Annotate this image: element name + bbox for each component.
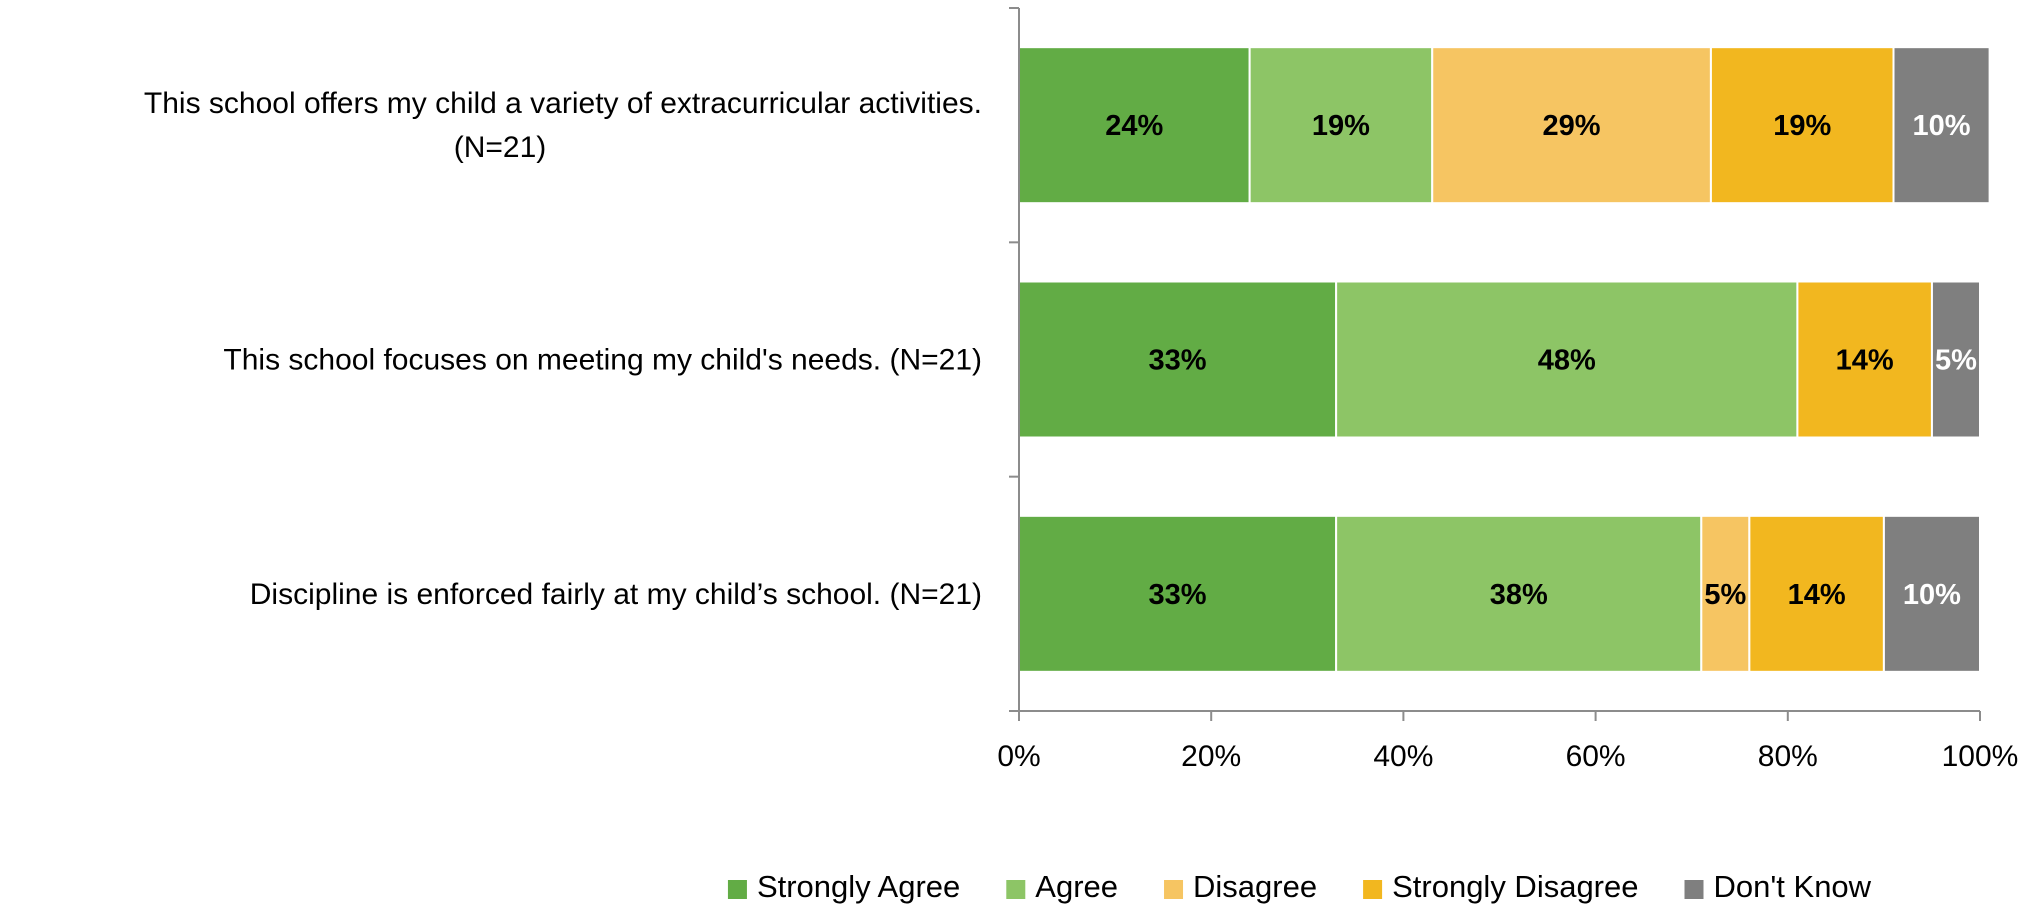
- data-label-agree-2: 48%: [1538, 345, 1596, 377]
- bar-agree-2: [1335, 280, 1799, 439]
- data-label-disagree-3: 5%: [1704, 579, 1746, 611]
- data-label-strongly-agree-1: 24%: [1105, 110, 1163, 142]
- bar-don-t-know-1: [1892, 46, 1991, 205]
- category-label-2-line-1: This school focuses on meeting my child'…: [223, 344, 982, 377]
- bar-strongly-disagree-2: [1796, 280, 1933, 439]
- x-tick-label-5: 100%: [1942, 740, 2019, 773]
- legend-item-strongly-agree: Strongly Agree: [727, 869, 960, 904]
- legend-item-agree: Agree: [1006, 869, 1118, 904]
- data-label-don-t-know-2: 5%: [1935, 345, 1977, 377]
- legend-swatch-don-t-know: [1684, 880, 1704, 899]
- x-tick-label-4: 80%: [1758, 740, 1818, 773]
- legend-label-agree: Agree: [1035, 869, 1118, 904]
- legend-swatch-strongly-agree: [727, 880, 747, 899]
- legend-label-don-t-know: Don't Know: [1714, 869, 1872, 904]
- category-label-1-line-2: (N=21): [454, 131, 547, 164]
- data-label-strongly-agree-3: 33%: [1149, 579, 1207, 611]
- legend-item-don-t-know: Don't Know: [1684, 869, 1872, 904]
- bar-strongly-agree-2: [1018, 280, 1338, 439]
- bar-agree-1: [1248, 46, 1434, 205]
- legend: Strongly Agree Agree Disagree Strongly Disa…: [727, 869, 1872, 904]
- legend-item-disagree: Disagree: [1164, 869, 1317, 904]
- x-tick-label-3: 60%: [1566, 740, 1626, 773]
- bars-layer: [1018, 46, 1991, 673]
- x-tick-label-0: 0%: [997, 740, 1040, 773]
- category-label-3-line-1: Discipline is enforced fairly at my chil…: [250, 578, 982, 611]
- data-label-disagree-1: 29%: [1543, 110, 1601, 142]
- bar-don-t-know-2: [1930, 280, 1981, 439]
- data-label-strongly-agree-2: 33%: [1149, 345, 1207, 377]
- bar-strongly-disagree-1: [1709, 46, 1895, 205]
- data-label-strongly-disagree-2: 14%: [1836, 345, 1894, 377]
- bar-strongly-disagree-3: [1748, 514, 1885, 673]
- bar-don-t-know-3: [1882, 514, 1982, 673]
- data-label-strongly-disagree-1: 19%: [1773, 110, 1831, 142]
- axis-layer: 0% 20% 40% 60% 80% 100%: [997, 7, 2019, 773]
- legend-swatch-disagree: [1164, 880, 1184, 899]
- legend-label-strongly-disagree: Strongly Disagree: [1392, 869, 1638, 904]
- data-label-don-t-know-3: 10%: [1903, 579, 1961, 611]
- legend-item-strongly-disagree: Strongly Disagree: [1363, 869, 1639, 904]
- data-label-agree-3: 38%: [1490, 579, 1548, 611]
- data-label-don-t-know-1: 10%: [1913, 110, 1971, 142]
- bar-strongly-agree-3: [1018, 514, 1338, 673]
- category-label-1-line-1: This school offers my child a variety of…: [144, 87, 982, 120]
- x-tick-label-2: 40%: [1373, 740, 1433, 773]
- x-tick-label-1: 20%: [1181, 740, 1241, 773]
- legend-label-disagree: Disagree: [1193, 869, 1317, 904]
- bar-disagree-3: [1700, 514, 1751, 673]
- data-label-agree-1: 19%: [1312, 110, 1370, 142]
- legend-swatch-strongly-disagree: [1363, 880, 1383, 899]
- bar-strongly-agree-1: [1018, 46, 1251, 205]
- legend-swatch-agree: [1006, 880, 1026, 899]
- data-label-strongly-disagree-3: 14%: [1788, 579, 1846, 611]
- bar-disagree-1: [1431, 46, 1712, 205]
- labels-layer: 24% 19% 29% 19% 10% This school offers my chi…: [144, 87, 1977, 611]
- legend-label-strongly-agree: Strongly Agree: [757, 869, 960, 904]
